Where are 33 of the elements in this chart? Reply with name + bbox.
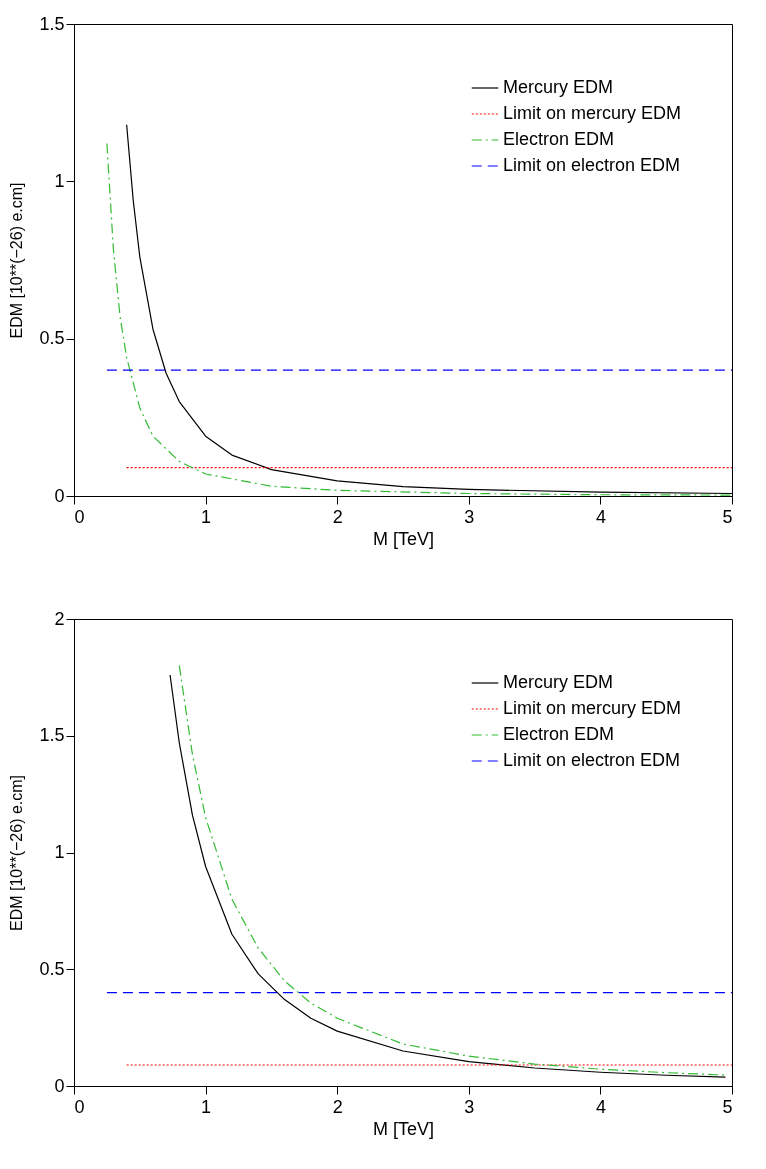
y-tick-label: 1.5 [39,13,65,34]
x-tick-label: 1 [201,506,212,527]
x-tick-label: 4 [595,506,606,527]
legend-label: Limit on mercury EDM [503,103,682,123]
y-tick-label: 2 [54,608,65,629]
x-tick-label: 1 [201,1096,212,1117]
x-tick-label: 5 [722,506,733,527]
x-tick-label: 3 [464,1096,475,1117]
y-tick-label: 0.5 [39,328,65,349]
y-tick-label: 1.5 [39,725,65,746]
x-axis-title: M [TeV] [372,528,435,549]
x-axis-title: M [TeV] [372,1118,435,1139]
legend-label: Limit on mercury EDM [503,698,682,718]
y-axis-title: EDM [10**(−26) e.cm] [8,182,26,339]
legend-label: Electron EDM [503,724,615,744]
x-tick-label: 4 [595,1096,606,1117]
x-tick-label: 0 [74,1096,85,1117]
x-tick-label: 3 [464,506,475,527]
x-tick-label: 2 [332,506,343,527]
x-tick-label: 0 [74,506,85,527]
x-tick-label: 5 [722,1096,733,1117]
legend-label: Electron EDM [503,129,615,149]
legend-label: Limit on electron EDM [503,750,681,770]
y-tick-label: 1 [54,170,65,191]
legend-label: Mercury EDM [503,672,614,692]
y-tick-label: 0.5 [39,958,65,979]
y-axis-title: EDM [10**(−26) e.cm] [8,774,26,932]
legend-label: Limit on electron EDM [503,155,681,175]
y-tick-label: 1 [54,842,65,862]
x-tick-label: 2 [332,1096,343,1117]
legend-label: Mercury EDM [503,77,614,97]
y-tick-label: 0 [54,485,65,506]
y-tick-label: 0 [54,1075,65,1096]
